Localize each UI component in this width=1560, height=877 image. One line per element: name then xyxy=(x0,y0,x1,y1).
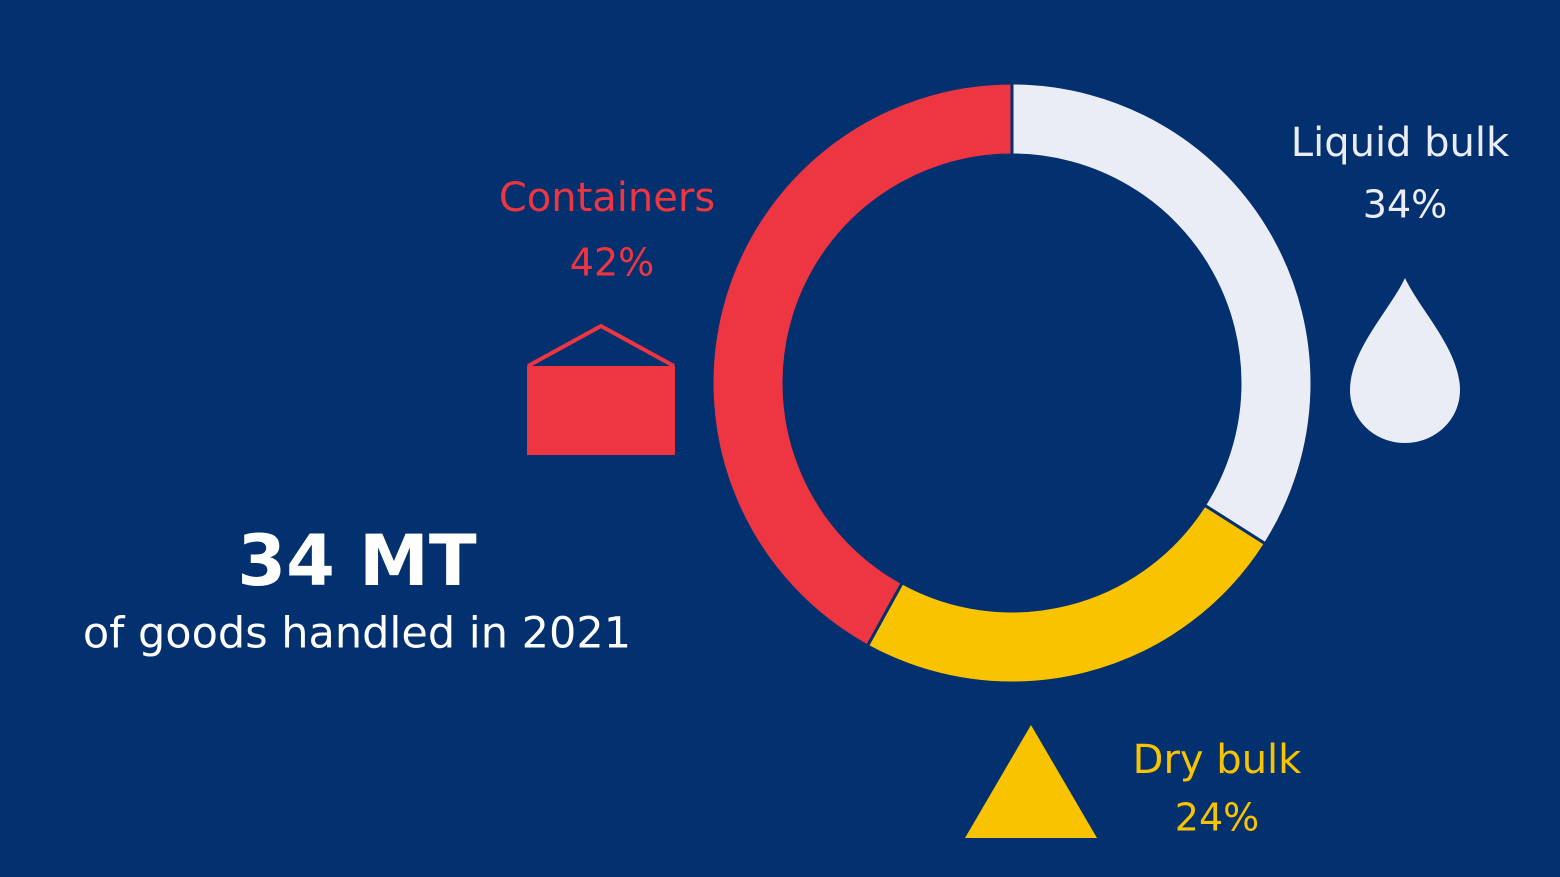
category-label: Dry bulk xyxy=(1133,737,1302,783)
value-label: 34% xyxy=(1363,183,1447,227)
value-label: 42% xyxy=(570,241,654,285)
triangle-icon xyxy=(965,725,1097,838)
headline: 34 MT xyxy=(237,520,476,602)
category-label: Containers xyxy=(499,175,715,221)
category-label: Liquid bulk xyxy=(1291,120,1510,166)
drop-icon xyxy=(1350,278,1460,443)
container-icon xyxy=(527,323,675,455)
donut-segment xyxy=(710,81,1014,648)
value-label: 24% xyxy=(1175,796,1259,840)
subheadline: of goods handled in 2021 xyxy=(83,609,631,659)
donut-segment xyxy=(1010,81,1314,546)
